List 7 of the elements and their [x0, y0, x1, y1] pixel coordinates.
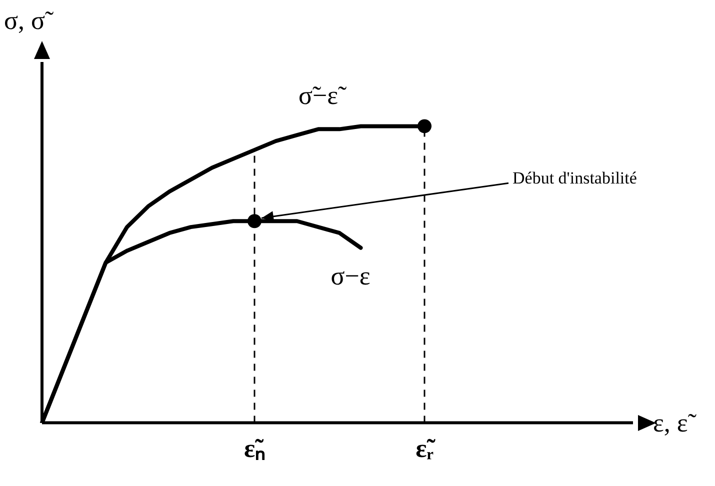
series-label: σ−ε [330, 262, 370, 291]
x-tick-label: ε̃ₙ [244, 434, 266, 464]
series-label: σ̃−ε̃ [298, 81, 348, 110]
annotation: Début d'instabilité [512, 168, 637, 188]
y-axis-title: σ, σ̃ [4, 6, 54, 35]
x-axis-title: ε, ε̃ [653, 408, 697, 438]
x-tick-label: ε̃ᵣ [416, 434, 436, 464]
